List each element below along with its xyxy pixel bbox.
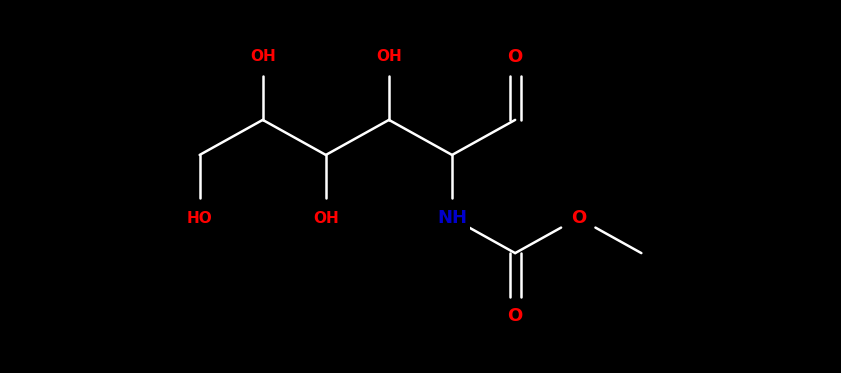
Text: OH: OH: [376, 49, 402, 64]
Text: OH: OH: [250, 49, 276, 64]
Text: OH: OH: [313, 210, 339, 226]
Text: O: O: [571, 209, 586, 227]
Text: O: O: [507, 307, 523, 325]
Text: HO: HO: [187, 210, 213, 226]
Text: O: O: [507, 48, 523, 66]
Text: NH: NH: [437, 209, 467, 227]
